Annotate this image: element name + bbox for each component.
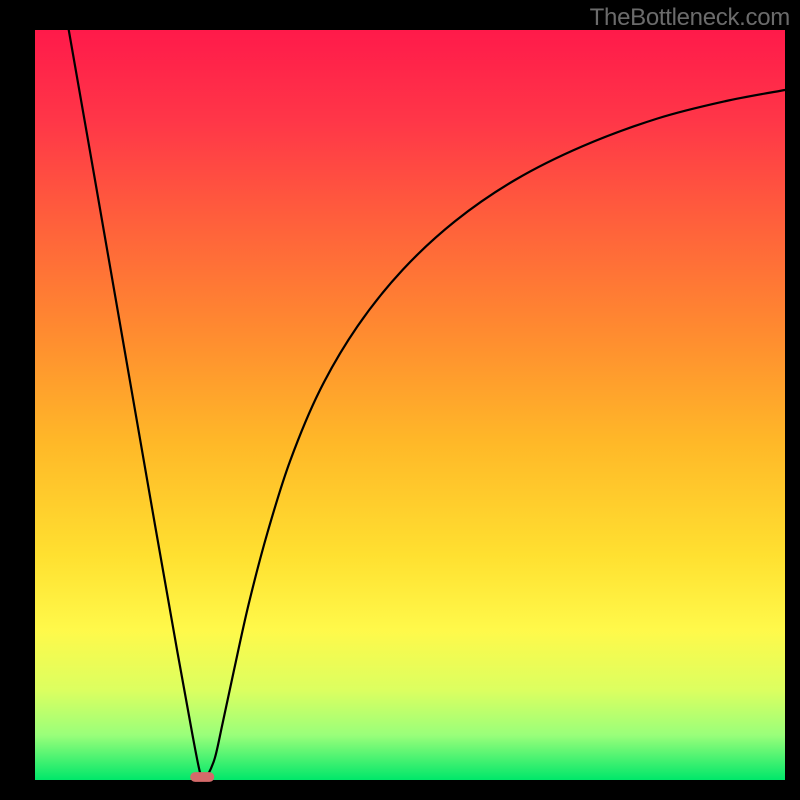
plot-background-gradient [35, 30, 785, 780]
minimum-marker [190, 772, 214, 782]
watermark-text: TheBottleneck.com [590, 4, 790, 32]
bottleneck-chart [0, 0, 800, 800]
chart-frame: { "watermark": { "text": "TheBottleneck.… [0, 0, 800, 800]
